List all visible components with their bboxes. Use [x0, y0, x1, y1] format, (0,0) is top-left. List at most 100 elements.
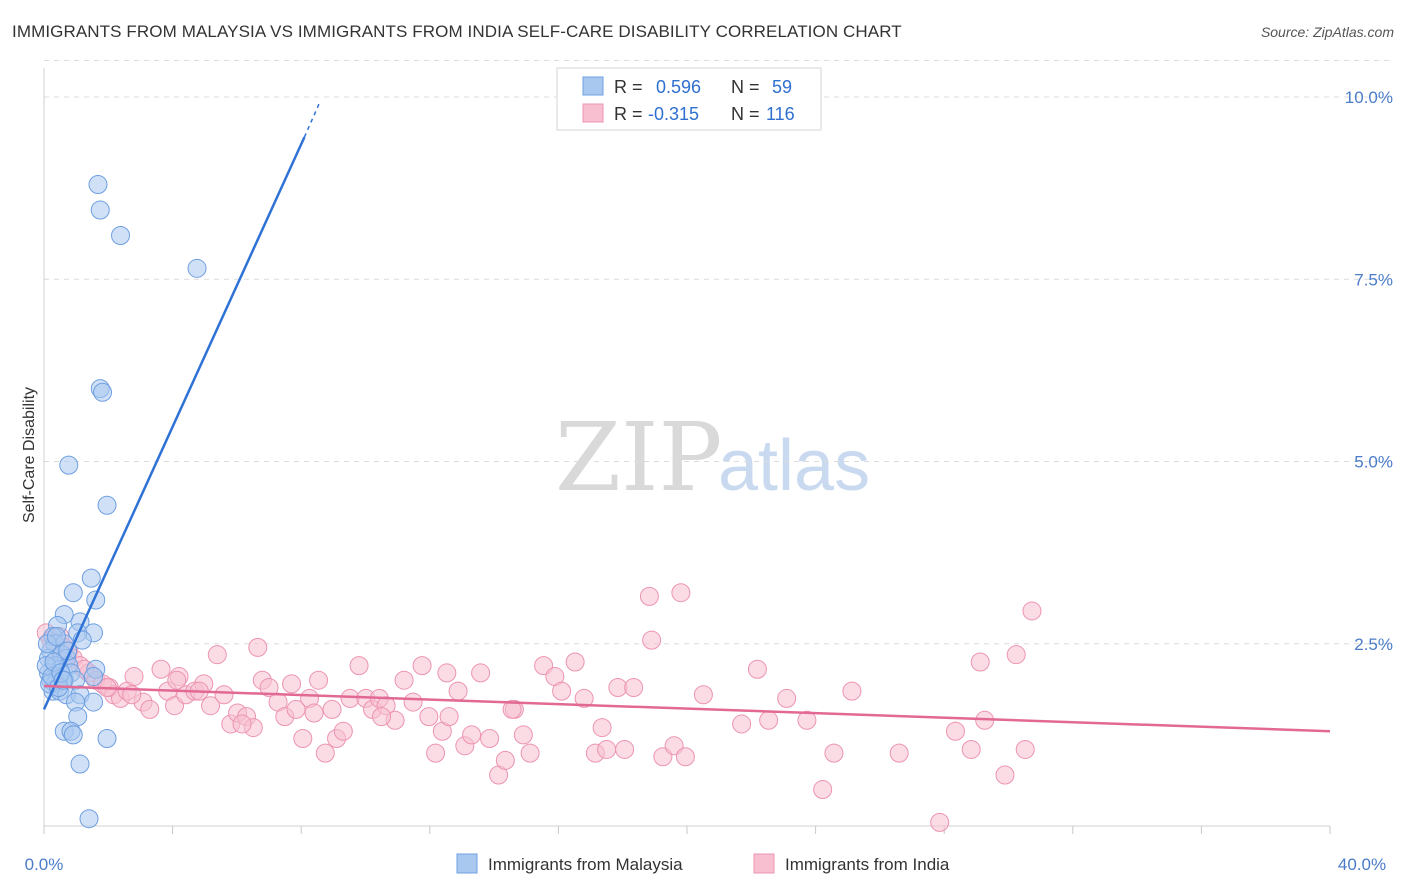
watermark-zip: ZIP — [555, 403, 722, 513]
india-point — [286, 699, 306, 719]
series-legend: Immigrants from Malaysia Immigrants from… — [456, 853, 950, 874]
india-point — [813, 780, 833, 800]
malaysia-point — [90, 200, 110, 220]
y-tick-label: 2.5% — [1354, 635, 1393, 654]
india-point — [471, 663, 491, 683]
india-point — [842, 681, 862, 701]
y-axis-title: Self-Care Disability — [21, 387, 38, 523]
x-tick-label-min: 0.0% — [25, 855, 64, 874]
india-point — [552, 681, 572, 701]
bottom-legend-swatch-india — [753, 853, 775, 874]
india-point — [930, 812, 950, 832]
india-point — [520, 743, 540, 763]
india-point — [502, 699, 522, 719]
india-point — [315, 743, 335, 763]
bottom-legend-malaysia: Immigrants from Malaysia — [488, 855, 683, 874]
india-point — [248, 637, 268, 657]
malaysia-point — [111, 226, 131, 246]
india-point — [824, 743, 844, 763]
india-point — [448, 681, 468, 701]
india-point — [565, 652, 585, 672]
india-points — [36, 583, 1042, 832]
malaysia-trend-extension — [303, 100, 322, 138]
malaysia-point — [46, 626, 66, 646]
india-point — [1006, 645, 1026, 665]
india-point — [167, 670, 187, 690]
x-tick-label-max: 40.0% — [1338, 855, 1386, 874]
malaysia-point — [59, 455, 79, 475]
india-point — [639, 586, 659, 606]
india-point — [403, 692, 423, 712]
india-point — [282, 674, 302, 694]
malaysia-point — [84, 667, 104, 687]
india-point — [437, 663, 457, 683]
india-point — [124, 667, 144, 687]
india-point — [372, 707, 392, 727]
india-point — [961, 739, 981, 759]
india-point — [293, 729, 313, 749]
india-point — [995, 765, 1015, 785]
india-point — [333, 721, 353, 741]
india-point — [671, 583, 691, 603]
india-point — [970, 652, 990, 672]
y-tick-labels: 2.5% 5.0% 7.5% 10.0% — [1345, 88, 1393, 654]
india-point — [394, 670, 414, 690]
india-point — [642, 630, 662, 650]
malaysia-point — [81, 568, 101, 588]
india-point — [426, 743, 446, 763]
malaysia-point — [187, 258, 207, 278]
india-point — [201, 696, 221, 716]
india-point — [759, 710, 779, 730]
bottom-legend-india: Immigrants from India — [785, 855, 950, 874]
india-point — [480, 729, 500, 749]
legend-malaysia-n-label: N = — [731, 77, 760, 97]
india-point — [439, 707, 459, 727]
legend-swatch-malaysia — [582, 76, 604, 96]
india-point — [597, 739, 617, 759]
y-tick-label: 7.5% — [1354, 270, 1393, 289]
legend-swatch-india — [582, 103, 604, 123]
india-point — [889, 743, 909, 763]
malaysia-point — [88, 174, 108, 194]
legend-india-r-value: -0.315 — [648, 104, 699, 124]
india-point — [259, 677, 279, 697]
india-point — [1022, 601, 1042, 621]
india-point — [207, 645, 227, 665]
india-point — [151, 659, 171, 679]
watermark-atlas: atlas — [718, 426, 870, 506]
india-point — [462, 725, 482, 745]
india-point — [349, 656, 369, 676]
legend-malaysia-r-label: R = — [614, 77, 643, 97]
india-point — [592, 718, 612, 738]
india-point — [693, 685, 713, 705]
india-point — [777, 688, 797, 708]
y-tick-label: 5.0% — [1354, 453, 1393, 472]
malaysia-point — [84, 692, 104, 712]
malaysia-points — [36, 174, 207, 829]
malaysia-point — [79, 809, 99, 829]
legend-india-r-label: R = — [614, 104, 643, 124]
correlation-legend: R = 0.596 N = 59 R = -0.315 N = 116 — [556, 67, 822, 131]
malaysia-trend-line — [42, 136, 306, 710]
malaysia-point — [97, 729, 117, 749]
x-ticks — [43, 826, 1331, 834]
india-point — [624, 677, 644, 697]
india-point — [495, 750, 515, 770]
india-point — [945, 721, 965, 741]
india-point — [412, 656, 432, 676]
legend-india-n-value: 116 — [766, 104, 795, 124]
india-point — [747, 659, 767, 679]
india-point — [309, 670, 329, 690]
malaysia-point — [63, 583, 83, 603]
chart-title: IMMIGRANTS FROM MALAYSIA VS IMMIGRANTS F… — [12, 22, 902, 41]
india-point — [1015, 739, 1035, 759]
trend-lines — [42, 100, 1331, 733]
bottom-legend-swatch-malaysia — [456, 853, 478, 874]
malaysia-point — [97, 495, 117, 515]
india-point — [797, 710, 817, 730]
legend-india-n-label: N = — [731, 104, 760, 124]
india-point — [732, 714, 752, 734]
india-trend-line — [43, 684, 1331, 733]
legend-malaysia-r-value: 0.596 — [656, 77, 701, 97]
